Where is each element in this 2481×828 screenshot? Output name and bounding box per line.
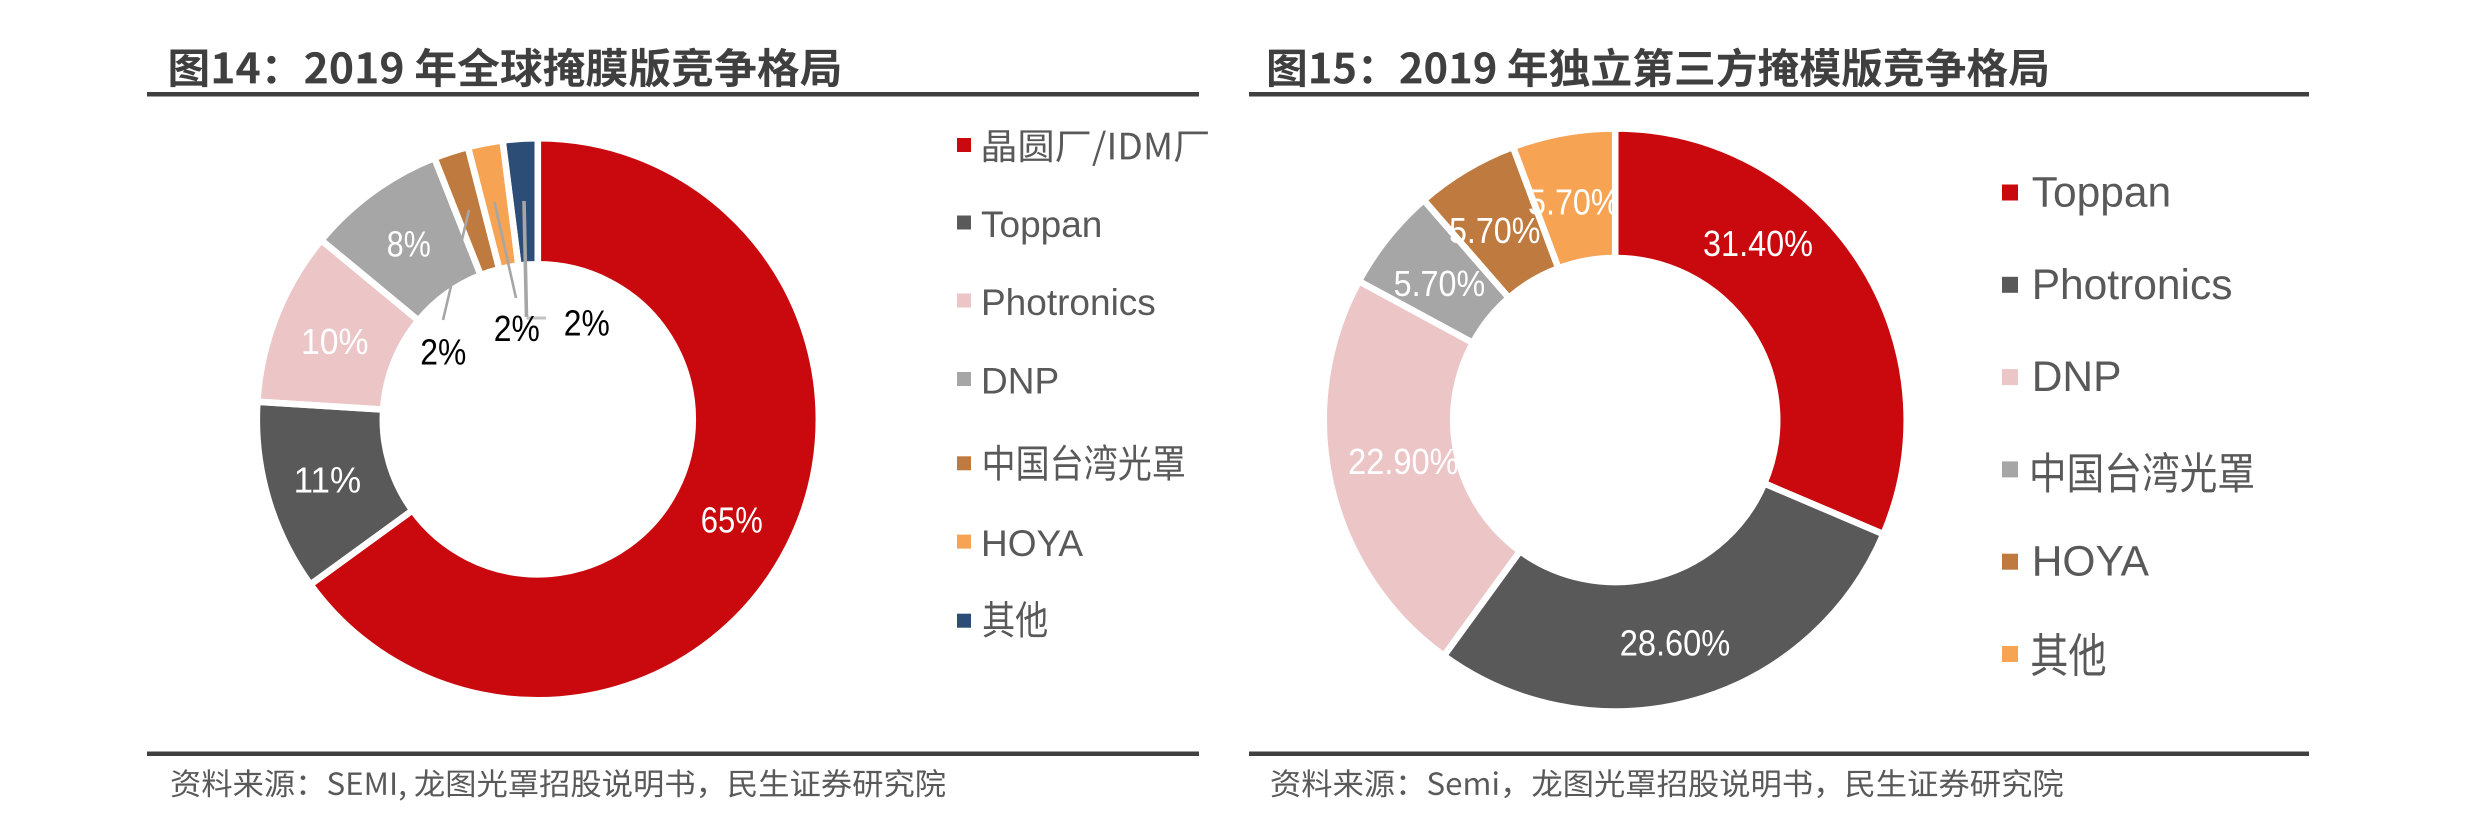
svg-text:HOYA: HOYA [981,523,1083,564]
svg-text:2%: 2% [564,303,610,344]
svg-text:5.70%: 5.70% [1449,210,1541,251]
svg-text:31.40%: 31.40% [1703,223,1813,264]
svg-text:5.70%: 5.70% [1394,263,1486,304]
svg-text:22.90%: 22.90% [1348,441,1459,482]
svg-text:DNP: DNP [981,361,1059,402]
svg-text:Photronics: Photronics [2032,262,2233,309]
svg-text:5.70%: 5.70% [1528,182,1620,223]
svg-text:HOYA: HOYA [2032,539,2150,586]
svg-text:11%: 11% [294,460,362,501]
svg-text:Toppan: Toppan [981,204,1102,245]
svg-text:8%: 8% [387,223,431,264]
svg-text:65%: 65% [701,500,763,541]
svg-text:Toppan: Toppan [2032,170,2171,217]
svg-text:28.60%: 28.60% [1620,622,1731,663]
svg-text:Photronics: Photronics [981,282,1156,323]
svg-text:10%: 10% [301,321,369,362]
svg-text:2%: 2% [494,308,540,349]
svg-text:2%: 2% [420,331,466,372]
svg-text:DNP: DNP [2032,354,2122,401]
